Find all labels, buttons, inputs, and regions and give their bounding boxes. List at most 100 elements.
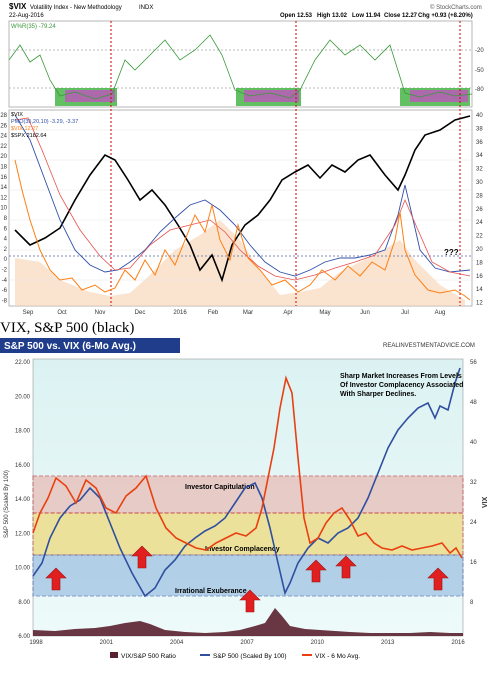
bottom-x-tick: 2007 xyxy=(240,640,254,646)
zone-label-exuberance: Irrational Exuberance xyxy=(175,588,247,595)
bottom-x-ticks: 1998 2001 2004 2007 2010 2013 2016 xyxy=(29,640,465,646)
top-right-tick: 34 xyxy=(476,153,483,159)
top-x-tick: Aug xyxy=(435,310,446,316)
bottom-legend: VIX/S&P 500 Ratio S&P 500 (Scaled By 100… xyxy=(110,652,360,660)
vix-6mo-line xyxy=(32,375,463,559)
bottom-right-tick: 48 xyxy=(470,400,477,406)
top-left-tick: 4 xyxy=(4,237,8,243)
event-markers xyxy=(110,21,461,306)
top-right-ticks: 40 38 36 34 32 30 28 26 24 22 20 18 16 14 12 xyxy=(476,113,483,307)
ylabel-right: VIX xyxy=(482,496,489,508)
top-title: $VIX xyxy=(9,2,27,11)
top-right-tick: 38 xyxy=(476,126,483,132)
zone-exuberance xyxy=(32,554,464,597)
zone-label-capitulation: Investor Capitulation xyxy=(185,484,255,491)
top-left-tick: -2 xyxy=(2,268,8,274)
bottom-left-tick: 6.00 xyxy=(18,634,30,640)
zone-label-complacency: Investor Complacency xyxy=(205,546,280,553)
top-legend: $VIX PMO(35,20,10) -3.29, -3.37 $VIX 12.… xyxy=(11,112,78,139)
legend-pmo: PMO(35,20,10) -3.29, -3.37 xyxy=(11,119,78,125)
legend-vix-val: $VIX 12.27 xyxy=(11,126,38,132)
top-x-tick: Sep xyxy=(23,310,34,316)
bottom-x-tick: 2004 xyxy=(170,640,184,646)
bottom-left-tick: 22.00 xyxy=(15,360,31,366)
ratio-area xyxy=(33,608,463,636)
quote-chg: Chg +0.93 (+8.20%) xyxy=(418,13,473,19)
arrow-3 xyxy=(239,589,261,613)
bottom-x-tick: 1998 xyxy=(29,640,43,646)
bottom-annotation-2: Of Investor Complacency Associated xyxy=(340,382,463,389)
bottom-chart: S&P 500 vs. VIX (6-Mo Avg.) REALINVESTME… xyxy=(0,338,490,675)
vix-orange-line xyxy=(14,159,471,301)
top-left-tick: 14 xyxy=(0,185,7,191)
quote-high: High 13.02 xyxy=(317,13,348,19)
top-left-tick: 20 xyxy=(0,154,7,160)
vix-red-line xyxy=(14,117,471,281)
top-right-tick: 30 xyxy=(476,180,483,186)
legend-sp500: S&P 500 (Scaled By 100) xyxy=(213,653,287,660)
top-x-tick: Feb xyxy=(208,310,219,316)
top-left-tick: 26 xyxy=(0,123,7,129)
sp500-line xyxy=(32,367,461,598)
title-bar xyxy=(0,338,180,353)
indicator-ticks: -20 -50 -80 xyxy=(475,48,484,93)
arrow-1 xyxy=(45,567,67,591)
bottom-left-tick: 8.00 xyxy=(18,600,30,606)
top-left-tick: 24 xyxy=(0,134,7,140)
bottom-left-tick: 12.00 xyxy=(15,531,31,537)
arrow-6 xyxy=(427,567,449,591)
bottom-right-tick: 40 xyxy=(470,440,477,446)
ind-tick-50: -50 xyxy=(475,68,484,74)
bottom-x-tick: 2010 xyxy=(311,640,325,646)
quote-close: Close 12.27 xyxy=(384,13,418,19)
top-date: 22-Aug-2016 xyxy=(9,13,44,19)
question-annotation: ??? xyxy=(444,248,459,257)
bottom-right-tick: 16 xyxy=(470,560,477,566)
top-left-tick: 18 xyxy=(0,165,7,171)
top-subtitle: Volatility Index - New Methodology xyxy=(30,5,122,11)
ind-tick-80: -80 xyxy=(475,87,484,93)
pmo-shading xyxy=(15,220,465,306)
bottom-annotation-3: With Sharper Declines. xyxy=(340,391,416,398)
spx-price-line xyxy=(14,115,471,283)
separator-text: VIX, S&P 500 (black) xyxy=(0,320,135,336)
bottom-right-tick: 8 xyxy=(470,600,474,606)
top-left-tick: 2 xyxy=(4,247,8,253)
top-copyright: © StockCharts.com xyxy=(430,4,482,11)
legend-spx: $SPX 2182.64 xyxy=(11,133,46,139)
top-left-tick: 16 xyxy=(0,175,7,181)
bottom-x-tick: 2013 xyxy=(381,640,395,646)
top-x-tick: 2016 xyxy=(173,310,187,316)
top-chart: $VIX Volatility Index - New Methodology … xyxy=(0,2,484,316)
ind-tick-20: -20 xyxy=(475,48,484,54)
top-x-tick: Jun xyxy=(360,310,370,316)
top-x-tick: May xyxy=(319,310,330,316)
top-left-tick: -4 xyxy=(2,278,8,284)
arrow-2 xyxy=(131,545,153,569)
top-right-tick: 28 xyxy=(476,193,483,199)
top-x-ticks: Sep Oct Nov Dec 2016 Feb Mar Apr May Jun Jul Aug xyxy=(23,310,446,316)
bottom-x-tick: 2001 xyxy=(100,640,114,646)
williams-r-line xyxy=(8,34,473,100)
top-left-tick: 22 xyxy=(0,144,7,150)
bottom-left-tick: 20.00 xyxy=(15,394,31,400)
bottom-right-tick: 24 xyxy=(470,520,477,526)
top-right-tick: 24 xyxy=(476,220,483,226)
bottom-left-tick: 16.00 xyxy=(15,463,31,469)
indicator-label: W%R(35) -79.24 xyxy=(11,24,56,30)
bottom-title: S&P 500 vs. VIX (6-Mo Avg.) xyxy=(4,341,136,352)
top-right-tick: 26 xyxy=(476,207,483,213)
legend-ratio: VIX/S&P 500 Ratio xyxy=(121,653,176,660)
top-x-tick: Oct xyxy=(57,310,67,316)
vix-pmo-blue xyxy=(14,114,471,277)
bottom-left-tick: 18.00 xyxy=(15,429,31,435)
top-right-tick: 14 xyxy=(476,287,483,293)
brand: REALINVESTMENTADVICE.COM xyxy=(383,343,475,349)
top-right-tick: 22 xyxy=(476,234,483,240)
ylabel-left: S&P 500 (Scaled By 100) xyxy=(4,470,10,538)
bottom-left-tick: 14.00 xyxy=(15,497,31,503)
top-left-tick: 8 xyxy=(4,216,8,222)
top-right-tick: 40 xyxy=(476,113,483,119)
arrow-5 xyxy=(335,555,357,579)
